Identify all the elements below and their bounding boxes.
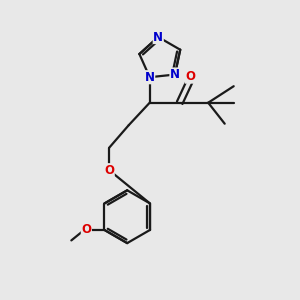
Text: N: N [170, 68, 180, 81]
Text: O: O [185, 70, 195, 83]
Text: N: N [153, 31, 163, 44]
Text: N: N [145, 71, 155, 84]
Text: O: O [104, 164, 114, 177]
Text: O: O [81, 224, 91, 236]
